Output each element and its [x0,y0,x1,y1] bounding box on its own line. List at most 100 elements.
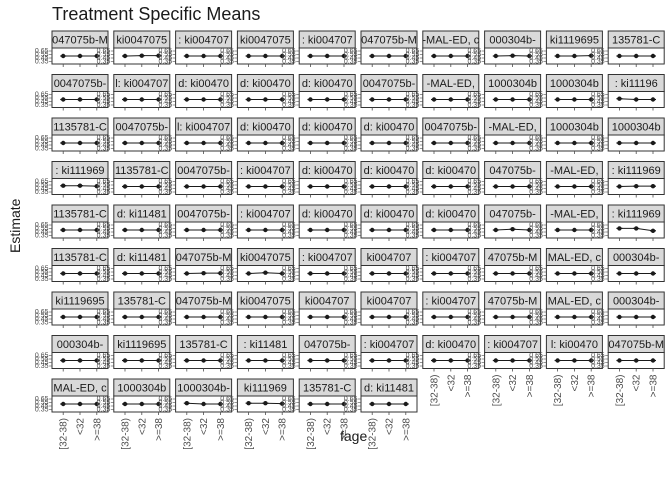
data-point [139,227,144,233]
data-point [280,53,285,59]
y-tick-label: 0.65 [158,48,172,55]
y-tick-label: 0.55 [467,52,481,59]
y-tick-label: 0.55 [282,269,296,276]
data-point [246,358,251,363]
y-tick-label: 0.35 [220,102,234,109]
y-tick-label: 0.45 [158,273,172,280]
y-tick-label: 0.55 [591,313,605,320]
y-tick-label: 0.65 [406,266,420,273]
data-point [465,358,470,363]
y-tick-label: 0.65 [158,266,172,273]
y-tick-label: 0.65 [35,353,49,360]
data-point [465,271,470,276]
data-point [650,271,656,276]
data-point [589,227,594,233]
y-tick-label: 0.35 [406,233,420,240]
data-point [527,227,532,233]
data-point [589,97,594,102]
y-tick-label: 0.65 [344,92,358,99]
data-point [201,227,206,233]
y-tick-label: 0.35 [97,233,111,240]
data-point [61,140,66,146]
data-point [263,227,268,233]
panel-strip-label: ki004707 [367,296,412,308]
data-point [218,270,223,276]
y-tick-label: 0.35 [97,407,111,414]
y-tick-label: 0.65 [467,179,481,186]
y-tick-label: 0.55 [282,139,296,146]
y-tick-label: 0.65 [406,92,420,99]
data-point [572,97,577,102]
data-point [156,53,161,58]
y-tick-label: 0.35 [344,407,358,414]
panel-strip-label: 1135781-C [53,122,107,134]
y-tick-label: 0.65 [344,396,358,403]
y-tick-label: 0.55 [35,313,49,320]
y-tick-label: 0.55 [406,139,420,146]
y-tick-label: 0.45 [220,273,234,280]
panel-strip-label: ki004707 [305,296,350,308]
data-point [386,184,392,189]
data-point [431,271,437,276]
y-tick-label: 0.35 [406,102,420,109]
y-tick-label: 0.55 [282,400,296,407]
data-point [263,184,268,189]
y-tick-label: 0.55 [344,269,358,276]
y-tick-label: 0.55 [35,400,49,407]
y-tick-label: 0.55 [158,139,172,146]
y-tick-label: 0.65 [282,222,296,229]
y-tick-label: 0.55 [467,226,481,233]
x-tick-label: [32-38) [121,418,132,450]
y-tick-label: 0.65 [97,396,111,403]
data-point [403,140,408,146]
y-tick-label: 0.55 [158,356,172,363]
x-tick-label: [32-38) [491,375,502,407]
data-point [218,53,223,59]
x-tick-label: <32 [570,374,581,391]
panel-strip-label: ki004707 [367,252,412,264]
y-tick-label: 0.35 [282,146,296,153]
y-tick-label: 0.55 [220,356,234,363]
data-point [555,314,560,320]
data-point [465,97,470,102]
y-tick-label: 0.35 [97,363,111,370]
data-point [280,140,285,146]
y-tick-label: 0.35 [35,320,49,327]
data-point [156,401,161,407]
y-tick-label: 0.55 [529,356,543,363]
y-tick-label: 0.35 [467,146,481,153]
y-tick-label: 0.65 [406,179,420,186]
y-tick-label: 0.65 [158,135,172,142]
y-tick-label: 0.65 [220,266,234,273]
x-tick-label: [32-38) [182,418,193,450]
data-point [555,53,560,59]
y-tick-label: 0.45 [344,229,358,236]
y-tick-label: 0.45 [467,55,481,62]
data-point [246,271,251,276]
data-point [122,97,128,102]
panel-strip-label: 047075b- [489,165,536,177]
data-point [634,358,639,363]
y-tick-label: 0.45 [282,142,296,149]
panel-strip-label: d: ki11481 [117,209,167,221]
data-point [218,227,223,233]
y-tick-label: 0.55 [97,95,111,102]
data-point [325,53,330,59]
y-tick-label: 0.65 [220,309,234,316]
panel-strip-label: d: ki00470 [364,165,415,177]
data-point [280,314,285,320]
y-tick-label: 0.55 [97,182,111,189]
data-point [634,140,639,146]
y-tick-label: 0.45 [35,403,49,410]
panel-strip-label: 0047075b- [424,122,477,134]
y-tick-label: 0.35 [529,276,543,283]
y-tick-label: 0.65 [35,396,49,403]
panel-strip-label: MAL-ED, c [548,252,602,264]
data-point [77,97,83,102]
data-point [280,97,285,102]
data-point [341,271,347,276]
data-point [617,184,622,189]
y-tick-label: 0.65 [467,48,481,55]
y-tick-label: 0.35 [344,363,358,370]
y-tick-label: 0.65 [97,222,111,229]
